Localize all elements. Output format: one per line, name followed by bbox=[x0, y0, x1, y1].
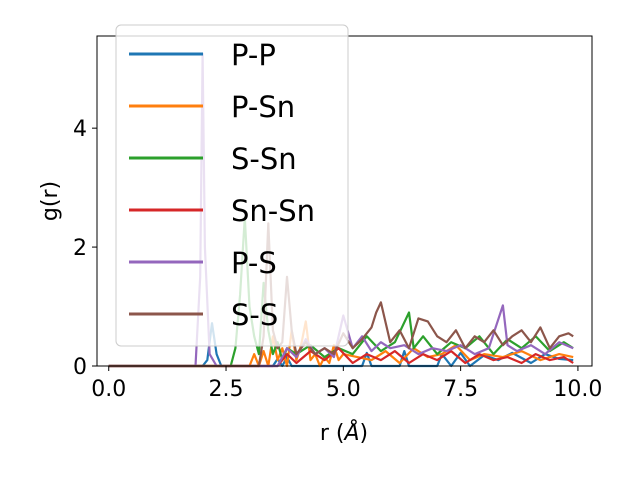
series-line-p-sn bbox=[108, 320, 574, 368]
x-tick-label: 2.5 bbox=[209, 377, 244, 402]
legend-label-sn-sn: Sn-Sn bbox=[231, 194, 315, 228]
legend-label-p-sn: P-Sn bbox=[231, 90, 295, 124]
y-tick-label: 0 bbox=[73, 355, 87, 380]
legend-label-s-sn: S-Sn bbox=[231, 142, 297, 176]
x-tick-label: 5.0 bbox=[326, 377, 361, 402]
x-tick-label: 10.0 bbox=[553, 377, 602, 402]
series-line-sn-sn bbox=[108, 347, 574, 368]
x-axis: 0.0 2.5 5.0 7.5 10.0 bbox=[91, 366, 602, 402]
x-tick-label: 0.0 bbox=[91, 377, 126, 402]
legend-label-p-p: P-P bbox=[231, 38, 276, 72]
x-axis-label-unit: Å bbox=[342, 419, 359, 446]
y-tick-label: 2 bbox=[73, 236, 87, 261]
y-axis-label: g(r) bbox=[38, 181, 63, 221]
legend: P-P P-Sn S-Sn Sn-Sn P-S S-S bbox=[115, 24, 349, 347]
x-axis-label-close: ) bbox=[360, 421, 369, 446]
x-axis-label-text: r ( bbox=[320, 421, 345, 446]
x-axis-label: r (Å) bbox=[320, 419, 368, 446]
x-tick-label: 7.5 bbox=[443, 377, 478, 402]
y-tick-label: 4 bbox=[73, 117, 87, 142]
series-line-p-s bbox=[108, 52, 574, 368]
legend-label-s-s: S-S bbox=[231, 298, 278, 332]
legend-label-p-s: P-S bbox=[231, 246, 277, 280]
y-axis: 0 2 4 bbox=[73, 117, 97, 380]
